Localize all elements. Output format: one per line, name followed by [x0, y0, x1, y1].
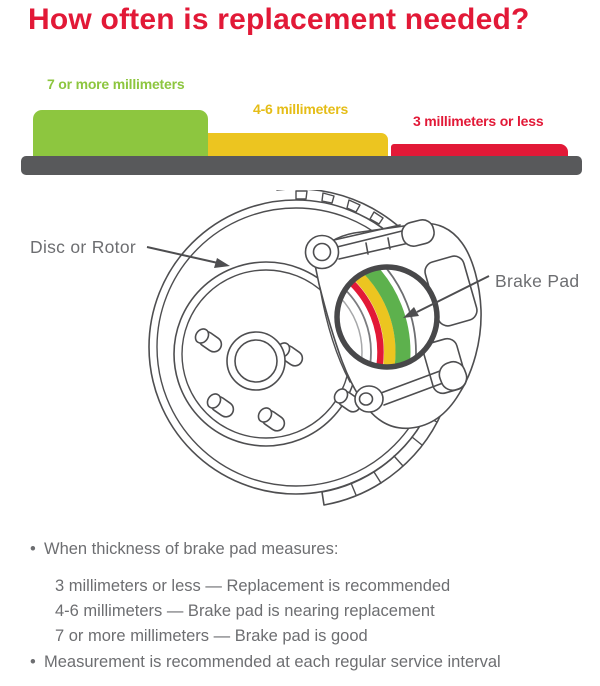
note-thickness-intro: • When thickness of brake pad measures:	[30, 540, 338, 559]
note-service-interval: • Measurement is recommended at each regu…	[30, 653, 501, 672]
disc-or-rotor-label: Disc or Rotor	[30, 237, 137, 257]
bullet-icon: •	[30, 653, 36, 671]
gauge-segment-nearing	[208, 133, 388, 156]
lug-stud	[257, 407, 286, 432]
lug-stud	[206, 393, 235, 418]
pad-wear-magnifier	[334, 264, 440, 370]
wear-stripe-green	[339, 269, 411, 365]
measurement-line: 4-6 millimeters — Brake pad is nearing r…	[55, 601, 435, 620]
wear-stripe-yellow	[339, 269, 396, 365]
hub-drawing	[173, 261, 362, 447]
gauge-segment-replace	[391, 144, 568, 156]
note-footer-text: Measurement is recommended at each regul…	[44, 653, 501, 671]
measurement-line: 7 or more millimeters — Brake pad is goo…	[55, 626, 368, 645]
gauge-segment-good	[33, 110, 208, 156]
gauge-base-bar	[21, 156, 582, 175]
gauge-label-good: 7 or more millimeters	[47, 76, 185, 92]
brake-pad-arrow	[403, 275, 490, 318]
gauge-label-nearing: 4-6 millimeters	[253, 101, 349, 117]
measurement-list: 3 millimeters or less — Replacement is r…	[55, 574, 450, 648]
gauge-label-replace: 3 millimeters or less	[413, 113, 544, 129]
wear-stripe-red	[339, 269, 384, 365]
note-intro-text: When thickness of brake pad measures:	[44, 540, 339, 558]
page-title: How often is replacement needed?	[28, 3, 530, 36]
measurement-line: 3 millimeters or less — Replacement is r…	[55, 577, 451, 595]
magnifier-ring	[334, 264, 440, 370]
disc-arrow	[146, 246, 230, 268]
bullet-icon: •	[30, 540, 36, 558]
brake-pad-label: Brake Pad	[495, 271, 580, 291]
brake-assembly-diagram	[146, 190, 490, 506]
